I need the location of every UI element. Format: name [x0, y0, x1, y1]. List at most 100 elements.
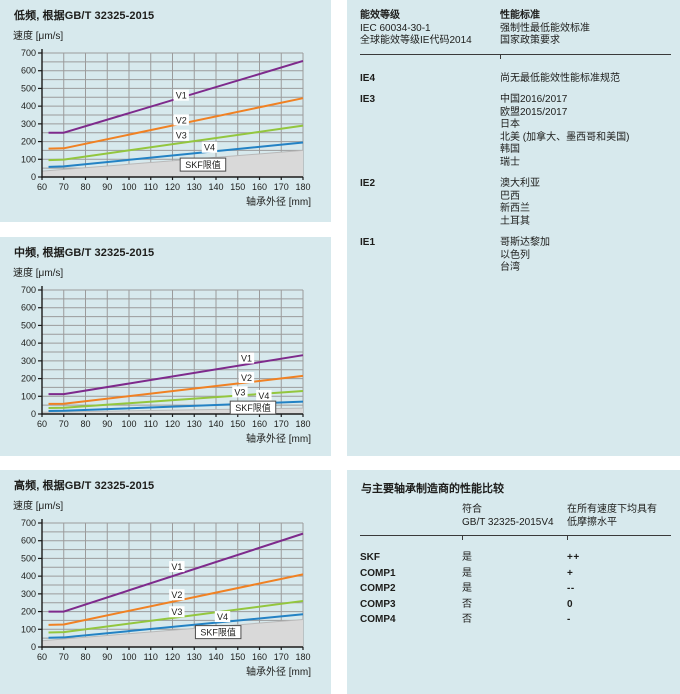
- comparison-table-row: COMP3 否 0: [360, 597, 671, 613]
- svg-text:180: 180: [295, 182, 310, 192]
- friction-rating-cell: --: [567, 583, 575, 594]
- country-line: 澳大利亚: [500, 178, 540, 189]
- chart-title-low-frequency: 低频, 根据GB/T 32325-2015: [14, 10, 155, 22]
- svg-text:170: 170: [274, 182, 289, 192]
- ie-level-cell: IE4: [360, 72, 376, 84]
- manufacturer-cell: COMP4: [360, 614, 396, 625]
- comparison-table-row: SKF 是 ++: [360, 550, 671, 566]
- compliance-header-line1: 符合: [462, 504, 482, 515]
- chart-title-high-frequency: 高频, 根据GB/T 32325-2015: [14, 480, 155, 492]
- svg-text:120: 120: [165, 419, 180, 429]
- svg-text:300: 300: [21, 356, 36, 366]
- countries-cell: 尚无最低能效性能标准规范: [500, 73, 671, 86]
- manufacturer-cell: COMP1: [360, 567, 396, 579]
- ie-level-cell: IE2: [360, 178, 376, 189]
- svg-text:700: 700: [21, 48, 36, 58]
- country-line: 巴西: [500, 190, 520, 202]
- vibration-chart-mid-frequency: 0 100 200 300 400 500 600 700 60 70 80 90 100 110 120 1…: [21, 285, 311, 429]
- comparison-table-row: COMP2 是 --: [360, 581, 671, 597]
- country-line: 欧盟2015/2017: [500, 106, 568, 118]
- compliance-cell: 是: [462, 583, 472, 594]
- country-line: 台湾: [500, 262, 520, 273]
- manufacturer-cell: COMP3: [360, 598, 396, 610]
- energy-header-title: 能效等级: [360, 10, 400, 21]
- svg-text:150: 150: [230, 182, 245, 192]
- svg-text:120: 120: [165, 652, 180, 662]
- countries-cell: 哥斯达黎加 以色列 台湾: [500, 237, 671, 275]
- svg-text:140: 140: [208, 652, 223, 662]
- svg-text:120: 120: [165, 182, 180, 192]
- svg-text:0: 0: [31, 409, 36, 419]
- column-tick: [500, 54, 501, 59]
- svg-text:100: 100: [121, 652, 136, 662]
- svg-text:60: 60: [37, 419, 47, 429]
- country-line: 中国2016/2017: [500, 94, 568, 105]
- svg-text:V3: V3: [171, 607, 182, 617]
- svg-text:100: 100: [21, 154, 36, 164]
- ie-level-cell: IE3: [360, 94, 376, 105]
- svg-text:V4: V4: [258, 391, 269, 401]
- chart-title-mid-frequency: 中频, 根据GB/T 32325-2015: [14, 247, 155, 259]
- svg-text:150: 150: [230, 419, 245, 429]
- svg-text:V4: V4: [217, 612, 228, 622]
- friction-header-line2: 低摩擦水平: [567, 516, 617, 528]
- svg-text:V3: V3: [176, 131, 187, 141]
- svg-text:110: 110: [144, 652, 158, 662]
- svg-text:V1: V1: [171, 562, 182, 572]
- svg-text:V2: V2: [241, 373, 252, 383]
- energy-header-code: 全球能效等级IE代码2014: [360, 35, 472, 46]
- performance-header-line2: 强制性最低能效标准: [500, 22, 590, 34]
- x-axis-label: 轴承外径 [mm]: [246, 667, 311, 678]
- x-axis-label: 轴承外径 [mm]: [246, 197, 311, 208]
- energy-table-header: 能效等级 IEC 60034-30-1 全球能效等级IE代码2014 性能标准 …: [360, 10, 671, 48]
- svg-text:100: 100: [121, 419, 136, 429]
- comparison-header-friction: 在所有速度下均具有 低摩擦水平: [567, 504, 671, 529]
- svg-text:80: 80: [80, 652, 90, 662]
- svg-text:0: 0: [31, 172, 36, 182]
- svg-text:140: 140: [208, 419, 223, 429]
- header-rule: [360, 535, 671, 540]
- chart-panel-mid-frequency: 中频, 根据GB/T 32325-2015 速度 [μm/s] 0 100 200 3…: [0, 237, 331, 456]
- comparison-table-row: COMP1 是 +: [360, 566, 671, 582]
- energy-efficiency-table: 能效等级 IEC 60034-30-1 全球能效等级IE代码2014 性能标准 …: [360, 10, 671, 284]
- energy-header-standard: IEC 60034-30-1: [360, 22, 431, 34]
- ie-level-cell: IE1: [360, 237, 376, 248]
- comparison-header-spacer: [360, 504, 462, 529]
- svg-text:80: 80: [80, 182, 90, 192]
- svg-text:170: 170: [274, 419, 289, 429]
- svg-text:100: 100: [21, 624, 36, 634]
- svg-text:150: 150: [230, 652, 245, 662]
- energy-table-row: IE4 尚无最低能效性能标准规范: [360, 73, 671, 86]
- svg-text:400: 400: [21, 338, 36, 348]
- svg-text:400: 400: [21, 571, 36, 581]
- svg-text:0: 0: [31, 642, 36, 652]
- svg-text:80: 80: [80, 419, 90, 429]
- svg-text:70: 70: [59, 652, 69, 662]
- svg-text:100: 100: [21, 391, 36, 401]
- y-axis-label: 速度 [μm/s]: [13, 501, 64, 512]
- svg-text:SKF限值: SKF限值: [200, 627, 236, 638]
- friction-rating-cell: 0: [567, 598, 574, 610]
- comparison-title: 与主要轴承制造商的性能比较: [361, 483, 504, 495]
- compliance-cell: 是: [462, 567, 472, 579]
- column-tick: [462, 536, 463, 540]
- svg-text:70: 70: [59, 182, 69, 192]
- svg-text:160: 160: [252, 182, 267, 192]
- friction-rating-cell: +: [567, 567, 574, 579]
- country-line: 尚无最低能效性能标准规范: [500, 72, 620, 84]
- svg-text:V2: V2: [176, 115, 187, 125]
- energy-table-row: IE3 中国2016/2017 欧盟2015/2017 日本 北美 (加拿大、墨西哥和美…: [360, 94, 671, 169]
- energy-efficiency-panel: 能效等级 IEC 60034-30-1 全球能效等级IE代码2014 性能标准 …: [347, 0, 680, 456]
- svg-text:600: 600: [21, 66, 36, 76]
- country-line: 韩国: [500, 144, 520, 155]
- energy-table-rows: IE4 尚无最低能效性能标准规范 IE3 中国2016/2017 欧盟2015/2017…: [360, 73, 671, 275]
- energy-table-row: IE2 澳大利亚 巴西 新西兰 土耳其: [360, 178, 671, 228]
- country-line: 土耳其: [500, 215, 530, 227]
- svg-text:90: 90: [102, 182, 112, 192]
- svg-text:110: 110: [144, 419, 158, 429]
- country-line: 以色列: [500, 249, 530, 261]
- svg-text:400: 400: [21, 101, 36, 111]
- country-line: 北美 (加拿大、墨西哥和美国): [500, 131, 630, 143]
- header-rule: [360, 53, 671, 59]
- svg-text:130: 130: [187, 652, 202, 662]
